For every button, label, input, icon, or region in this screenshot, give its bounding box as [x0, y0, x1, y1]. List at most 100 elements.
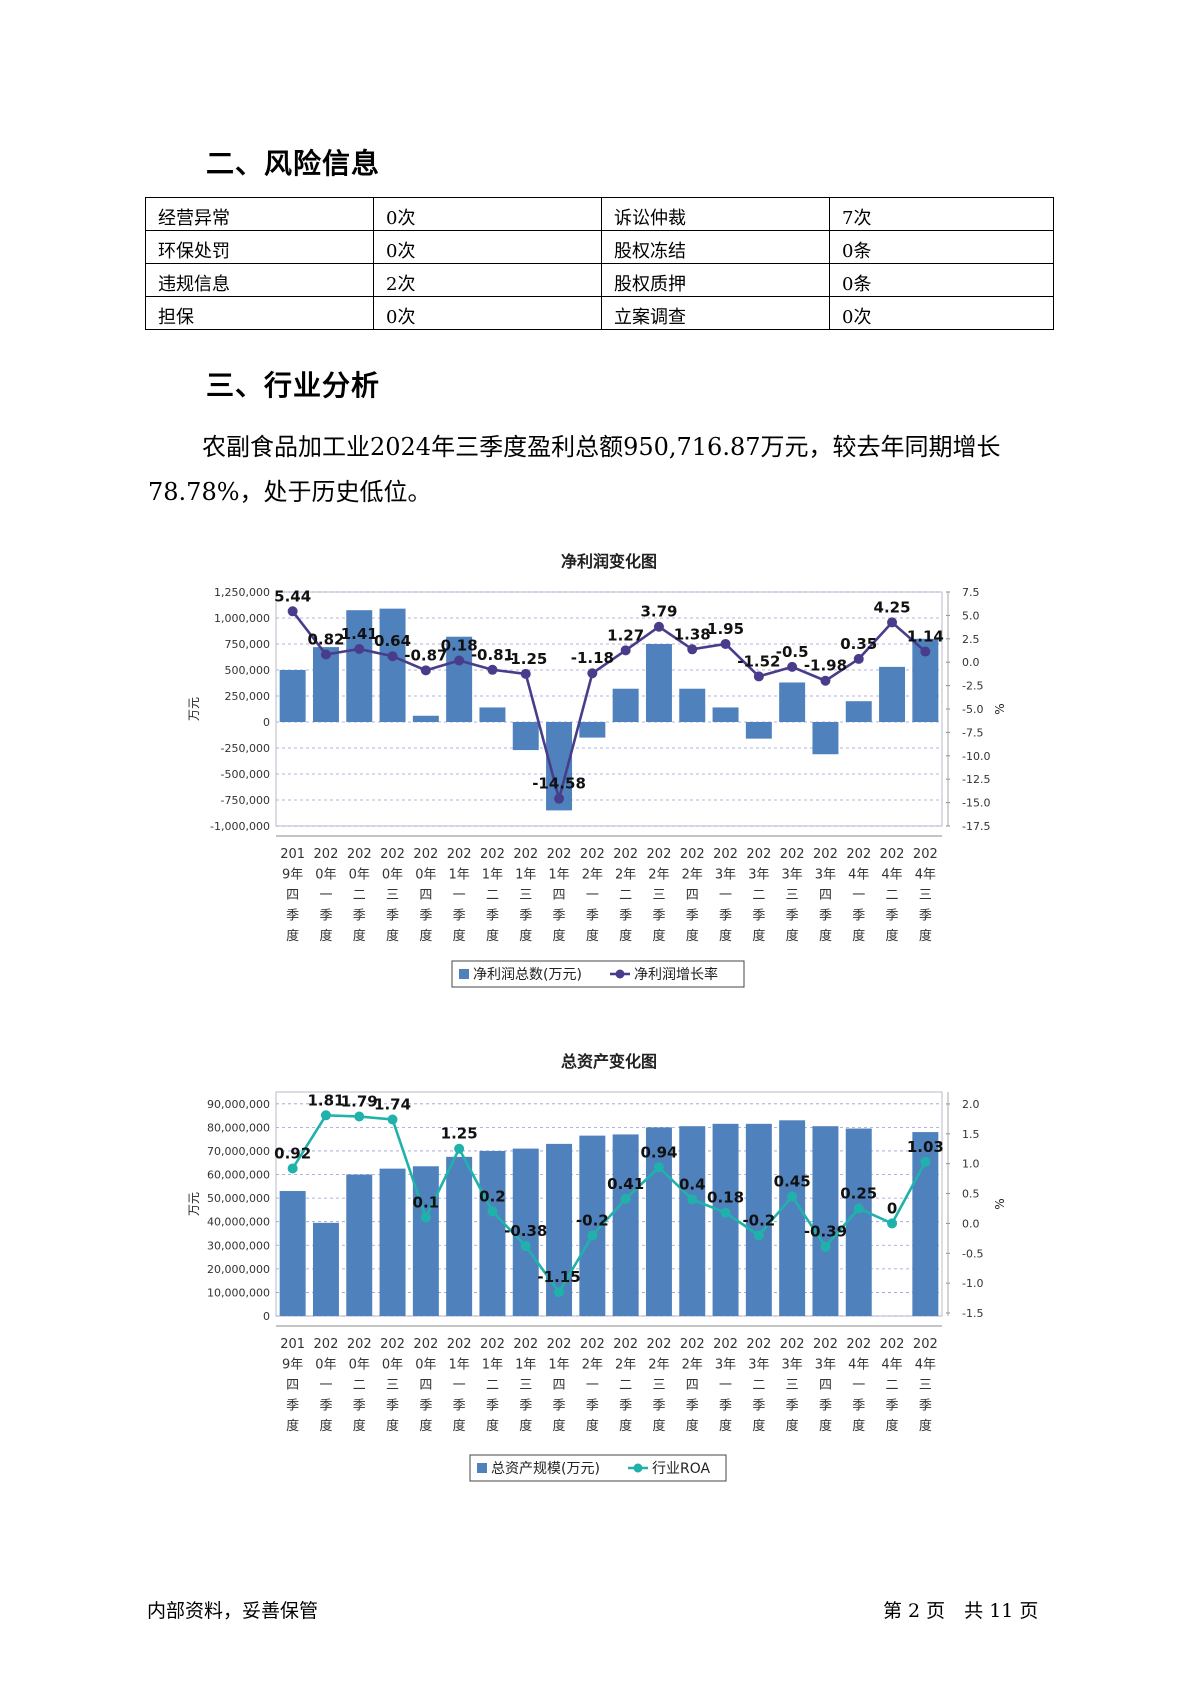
- data-label: 1.41: [341, 625, 378, 643]
- line-point: [853, 1203, 864, 1214]
- x-tick-label: 三: [652, 1378, 665, 1393]
- x-tick-label: 度: [686, 1418, 699, 1434]
- x-tick-label: 季: [819, 1399, 832, 1414]
- bar: [346, 610, 373, 722]
- bar: [779, 1120, 806, 1316]
- x-tick-label: 季: [419, 909, 432, 924]
- data-label: -0.87: [404, 646, 447, 664]
- x-tick-label: 202: [880, 847, 905, 862]
- line-point: [487, 664, 498, 675]
- bar: [812, 722, 839, 755]
- y2-tick-label: -10.0: [962, 750, 990, 763]
- x-tick-label: 一: [319, 888, 332, 903]
- legend-line-marker: [615, 969, 625, 979]
- x-tick-label: 4年: [848, 1358, 869, 1373]
- x-tick-label: 度: [919, 1418, 932, 1434]
- x-tick-label: 202: [780, 1337, 805, 1352]
- bar: [579, 722, 606, 738]
- data-label: -1.98: [804, 657, 847, 675]
- x-tick-label: 一: [852, 1378, 865, 1393]
- bar: [479, 707, 506, 722]
- x-tick-label: 202: [746, 847, 771, 862]
- x-tick-label: 202: [314, 847, 339, 862]
- footer-left: 内部资料，妥善保管: [147, 1600, 319, 1622]
- line-point: [620, 645, 631, 656]
- bar: [812, 1126, 839, 1316]
- x-tick-label: 季: [553, 909, 566, 924]
- y2-tick-label: -17.5: [962, 820, 990, 833]
- x-tick-label: 202: [413, 1337, 438, 1352]
- x-tick-label: 二: [619, 888, 632, 903]
- bar: [645, 1127, 672, 1316]
- table-row: 环保处罚 0次 股权冻结 0条: [145, 230, 1054, 264]
- x-tick-label: 二: [486, 888, 499, 903]
- x-tick-label: 度: [619, 928, 632, 944]
- x-tick-label: 季: [586, 909, 599, 924]
- y-tick-label: 70,000,000: [207, 1145, 270, 1158]
- x-tick-label: 1年: [548, 1358, 569, 1373]
- y2-axis-label: %: [993, 1198, 1007, 1209]
- x-tick-label: 2年: [615, 868, 636, 883]
- y2-tick-label: 5.0: [962, 609, 980, 622]
- line-point: [587, 668, 598, 679]
- line-point: [853, 653, 864, 664]
- x-tick-label: 四: [686, 1378, 699, 1393]
- x-tick-label: 3年: [815, 868, 836, 883]
- x-tick-label: 1年: [482, 1358, 503, 1373]
- x-tick-label: 季: [286, 1399, 299, 1414]
- x-tick-label: 度: [752, 928, 765, 944]
- x-tick-label: 0年: [415, 1358, 436, 1373]
- line-point: [420, 665, 431, 676]
- x-tick-label: 度: [719, 928, 732, 944]
- x-tick-label: 202: [680, 1337, 705, 1352]
- net-profit-chart: 净利润变化图 1,250,000 1,000,000 750,000 500,000 25…: [187, 552, 1007, 988]
- y-tick-label: 500,000: [225, 664, 271, 677]
- data-label: 1.74: [374, 1095, 411, 1113]
- line-point: [920, 646, 931, 657]
- x-tick-label: 度: [852, 1418, 865, 1434]
- x-tick-label: 2年: [648, 868, 669, 883]
- data-label: 1.27: [607, 626, 644, 644]
- bar: [379, 1168, 406, 1316]
- x-tick-label: 一: [453, 888, 466, 903]
- x-tick-label: 2年: [648, 1358, 669, 1373]
- paragraph-text: 农副食品加工业2024年三季度盈利总额950,716.87万元，较去年同期增长7…: [148, 433, 1001, 506]
- data-label: 0.25: [840, 1184, 877, 1202]
- bar: [879, 666, 906, 722]
- x-tick-label: 3年: [748, 868, 769, 883]
- data-label: 0.92: [274, 1144, 311, 1162]
- bar: [612, 1134, 639, 1316]
- bar: [279, 670, 306, 722]
- x-tick-label: 2年: [582, 868, 603, 883]
- data-label: -0.2: [742, 1211, 775, 1229]
- x-tick-label: 1年: [515, 868, 536, 883]
- x-tick-label: 季: [519, 909, 532, 924]
- x-tick-label: 四: [819, 888, 832, 903]
- line-point: [354, 644, 365, 655]
- x-tick-label: 四: [686, 888, 699, 903]
- y2-tick-label: 1.0: [962, 1158, 980, 1171]
- table-cell: 股权质押: [601, 263, 830, 297]
- data-label: 1.79: [341, 1092, 378, 1110]
- x-tick-label: 度: [553, 928, 566, 944]
- y-tick-label: 40,000,000: [207, 1216, 270, 1229]
- data-label: 0.45: [774, 1173, 811, 1191]
- x-tick-label: 季: [886, 909, 899, 924]
- line-point: [720, 1207, 731, 1218]
- chart-title: 总资产变化图: [561, 1052, 657, 1071]
- x-tick-label: 季: [386, 909, 399, 924]
- bar: [279, 1191, 306, 1316]
- table-row: 违规信息 2次 股权质押 0条: [145, 263, 1054, 297]
- x-tick-label: 季: [353, 909, 366, 924]
- data-label: -0.38: [504, 1222, 547, 1240]
- legend-box: [469, 1454, 727, 1482]
- line-point: [820, 675, 831, 686]
- data-label: 0.35: [840, 635, 877, 653]
- y2-tick-label: 1.5: [962, 1128, 980, 1141]
- x-tick-label: 度: [819, 928, 832, 944]
- legend-bar-label: 总资产规模(万元): [491, 1461, 600, 1477]
- x-tick-label: 4年: [915, 1358, 936, 1373]
- x-tick-label: 度: [619, 1418, 632, 1434]
- x-tick-label: 二: [353, 888, 366, 903]
- x-tick-label: 度: [786, 928, 799, 944]
